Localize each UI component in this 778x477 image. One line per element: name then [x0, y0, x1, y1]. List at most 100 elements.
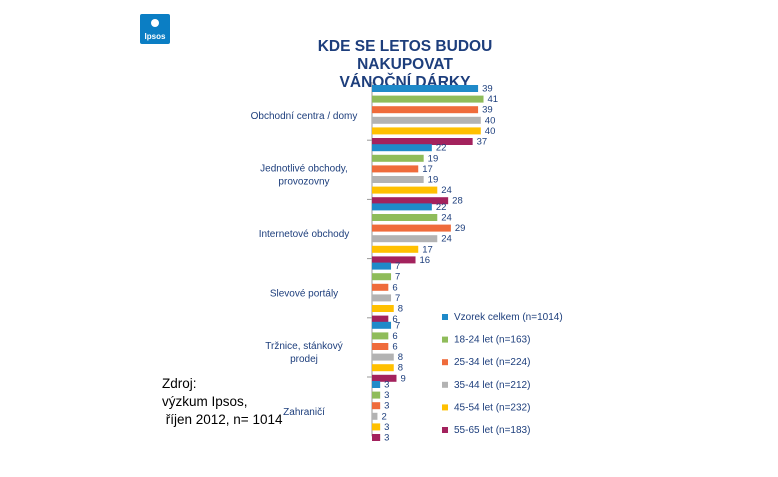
data-label: 24	[441, 185, 452, 196]
legend-swatch	[442, 381, 448, 388]
data-label: 29	[455, 223, 466, 234]
data-label: 6	[392, 314, 397, 325]
data-label: 3	[384, 422, 389, 433]
legend-label: 35-44 let (n=212)	[454, 380, 530, 391]
bar	[372, 321, 392, 329]
data-label: 40	[485, 115, 496, 126]
data-label: 16	[420, 255, 431, 266]
bar	[372, 116, 481, 124]
category-label: Obchodní centra / domy	[251, 111, 358, 122]
data-label: 19	[428, 175, 439, 186]
data-label: 8	[398, 363, 403, 374]
bar	[372, 381, 381, 388]
source-note: Zdroj: výzkum Ipsos, říjen 2012, n= 1014	[162, 375, 282, 429]
legend-label: 25-34 let (n=224)	[454, 357, 530, 368]
data-label: 6	[392, 331, 397, 342]
bar	[372, 85, 479, 92]
data-label: 22	[436, 202, 447, 213]
data-label: 6	[392, 342, 397, 353]
data-label: 7	[395, 293, 400, 304]
data-label: 22	[436, 143, 447, 154]
data-label: 37	[477, 137, 488, 148]
bar	[372, 364, 394, 372]
source-line-3: říjen 2012, n= 1014	[162, 412, 283, 427]
bar	[372, 165, 419, 173]
category-label: Zahraničí	[283, 407, 325, 418]
data-label: 17	[422, 244, 433, 255]
data-label: 40	[485, 126, 496, 137]
legend-label: Vzorek celkem (n=1014)	[454, 312, 563, 323]
data-label: 3	[384, 390, 389, 401]
bar	[372, 256, 416, 264]
legend-swatch	[442, 336, 448, 343]
bar	[372, 224, 451, 232]
bar	[372, 353, 394, 361]
data-label: 8	[398, 352, 403, 363]
data-label: 19	[428, 153, 439, 164]
bar	[372, 391, 381, 399]
category-label: Slevové portály	[270, 288, 338, 299]
bar	[372, 273, 392, 281]
bar	[372, 176, 424, 183]
bar	[372, 245, 419, 253]
bar	[372, 197, 449, 205]
legend-label: 55-65 let (n=183)	[454, 425, 530, 436]
source-line-2: výzkum Ipsos,	[162, 394, 248, 409]
bar	[372, 283, 389, 291]
category-label: Tržnice, stánkový	[265, 341, 342, 352]
bar	[372, 127, 481, 135]
data-label: 2	[381, 411, 386, 422]
legend-label: 45-54 let (n=232)	[454, 402, 530, 413]
data-label: 7	[395, 320, 400, 331]
chart-title-line-1: KDE SE LETOS BUDOU NAKUPOVAT	[317, 38, 493, 73]
bar	[372, 144, 432, 152]
category-label: Internetové obchody	[259, 229, 350, 240]
bar	[372, 106, 479, 114]
bar	[372, 95, 484, 103]
bar	[372, 343, 389, 350]
category-label: Jednotlivé obchody,	[260, 164, 348, 175]
data-label: 28	[452, 196, 463, 207]
legend-label: 18-24 let (n=163)	[454, 335, 530, 346]
bar	[372, 138, 473, 145]
legend-swatch	[442, 404, 448, 411]
bar	[372, 186, 438, 194]
bar	[372, 214, 438, 221]
ipsos-logo: Ipsos	[140, 14, 170, 44]
data-label: 39	[482, 84, 493, 95]
bar	[372, 315, 389, 323]
bar	[372, 235, 438, 243]
bar	[372, 305, 394, 312]
data-label: 9	[400, 373, 405, 384]
data-label: 3	[384, 433, 389, 444]
data-label: 6	[392, 282, 397, 293]
logo-text: Ipsos	[144, 32, 166, 41]
data-label: 39	[482, 105, 493, 116]
data-label: 7	[395, 261, 400, 272]
category-label: provozovny	[278, 177, 329, 188]
data-label: 24	[441, 213, 452, 224]
data-label: 17	[422, 164, 433, 175]
category-label: prodej	[290, 354, 318, 365]
bar	[372, 423, 381, 431]
legend-swatch	[442, 314, 448, 320]
bar	[372, 294, 392, 302]
data-label: 24	[441, 234, 452, 245]
legend-swatch	[442, 359, 448, 366]
bar	[372, 332, 389, 340]
source-line-1: Zdroj:	[162, 376, 197, 391]
bar	[372, 154, 424, 162]
data-label: 41	[488, 94, 499, 105]
logo-dot	[151, 19, 159, 27]
bar	[372, 203, 432, 211]
legend-swatch	[442, 427, 448, 433]
bar	[372, 434, 381, 441]
data-label: 3	[384, 401, 389, 412]
bar	[372, 402, 381, 410]
bar	[372, 412, 378, 420]
data-label: 3	[384, 380, 389, 391]
bar	[372, 374, 397, 382]
bar	[372, 262, 392, 270]
data-label: 8	[398, 304, 403, 315]
